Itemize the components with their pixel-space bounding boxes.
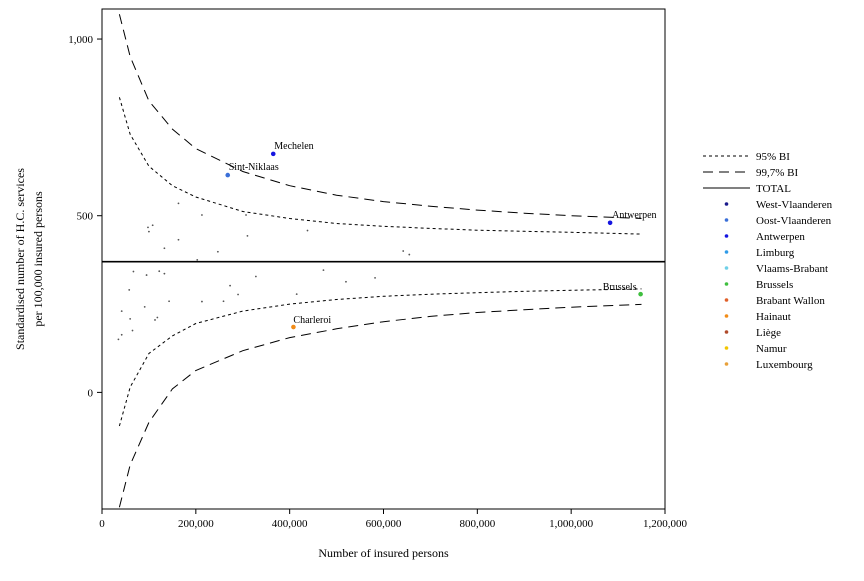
legend-label: Limburg bbox=[756, 247, 795, 259]
x-tick-label: 1,200,000 bbox=[643, 518, 688, 530]
data-point-mechelen bbox=[270, 151, 276, 157]
legend-label: Brussels bbox=[756, 279, 793, 291]
y-tick-label: 0 bbox=[88, 387, 94, 399]
y-tick-label: 500 bbox=[77, 211, 94, 223]
data-point bbox=[322, 269, 325, 272]
data-point bbox=[216, 250, 219, 253]
legend-label: Vlaams-Brabant bbox=[756, 263, 828, 275]
x-axis-title: Number of insured persons bbox=[318, 546, 449, 560]
data-point bbox=[295, 293, 298, 296]
band-997-upper bbox=[118, 14, 642, 219]
data-point bbox=[168, 300, 170, 303]
y-tick-label: 1,000 bbox=[68, 34, 93, 46]
legend-marker bbox=[724, 362, 729, 366]
legend-marker bbox=[724, 202, 729, 206]
legend-label: Hainaut bbox=[756, 311, 791, 323]
legend-marker bbox=[724, 266, 729, 270]
point-label-antwerpen: Antwerpen bbox=[612, 210, 656, 221]
data-point bbox=[237, 293, 239, 296]
data-point bbox=[147, 226, 149, 229]
x-tick-label: 200,000 bbox=[178, 518, 214, 530]
plot-frame bbox=[101, 8, 666, 510]
data-point-charleroi bbox=[291, 324, 296, 330]
data-point bbox=[163, 247, 166, 250]
legend-label: West-Vlaanderen bbox=[756, 199, 833, 211]
data-point bbox=[402, 250, 405, 252]
legend-marker bbox=[724, 346, 729, 350]
legend: 95% BI 99,7% BI TOTAL West-Vlaanderen Oost-V… bbox=[703, 151, 833, 371]
data-point bbox=[246, 234, 249, 237]
legend-label: Luxembourg bbox=[756, 359, 813, 371]
legend-label: Antwerpen bbox=[756, 231, 805, 243]
data-point bbox=[177, 202, 180, 205]
legend-marker bbox=[724, 282, 729, 286]
y-axis-title: Standardised number of H.C. services bbox=[13, 168, 27, 350]
data-point bbox=[374, 277, 376, 279]
data-point bbox=[163, 272, 166, 275]
band-95-lower bbox=[118, 288, 642, 427]
point-label-brussels: Brussels bbox=[603, 282, 637, 293]
legend-marker bbox=[724, 298, 729, 302]
data-point bbox=[345, 280, 347, 283]
x-tick-label: 0 bbox=[99, 518, 105, 530]
legend-marker bbox=[724, 218, 729, 222]
data-point bbox=[222, 300, 225, 303]
x-tick-label: 600,000 bbox=[366, 518, 402, 530]
band-95-upper bbox=[118, 97, 642, 235]
point-label-charleroi: Charleroi bbox=[293, 315, 331, 326]
data-point bbox=[151, 224, 154, 227]
data-point bbox=[158, 270, 161, 273]
legend-label: Liège bbox=[756, 327, 781, 339]
data-point bbox=[254, 275, 257, 278]
data-point bbox=[132, 270, 135, 273]
data-point bbox=[201, 300, 203, 303]
x-tick-label: 1,000,000 bbox=[549, 518, 594, 530]
legend-label: Brabant Wallon bbox=[756, 295, 825, 307]
data-point bbox=[196, 258, 199, 261]
legend-label: Namur bbox=[756, 343, 787, 355]
band-997-lower bbox=[118, 303, 642, 508]
plot-content bbox=[102, 14, 665, 508]
legend-label: Oost-Vlaanderen bbox=[756, 215, 832, 227]
legend-marker bbox=[724, 314, 729, 318]
data-point bbox=[148, 230, 150, 233]
data-point bbox=[131, 329, 134, 332]
point-label-mechelen: Mechelen bbox=[274, 141, 313, 152]
data-point bbox=[128, 289, 131, 291]
x-tick-label: 800,000 bbox=[459, 518, 495, 530]
data-point-sint-niklaas bbox=[225, 172, 231, 178]
plot-area: Mechelen Sint-Niklaas Antwerpen Brussels Cha… bbox=[102, 14, 665, 508]
data-point bbox=[143, 305, 146, 308]
legend-marker bbox=[724, 250, 729, 254]
data-point bbox=[156, 316, 159, 319]
legend-marker bbox=[724, 330, 729, 334]
data-point bbox=[201, 214, 203, 216]
legend-marker bbox=[724, 234, 729, 238]
legend-label: 95% BI bbox=[756, 151, 790, 163]
data-point-brussels bbox=[638, 291, 643, 297]
y-axis-title-line2: per 100,000 insured persons bbox=[31, 191, 45, 327]
data-point bbox=[177, 238, 180, 241]
data-point bbox=[408, 253, 411, 256]
legend-label: 99,7% BI bbox=[756, 167, 799, 179]
data-point bbox=[229, 284, 231, 287]
data-point bbox=[120, 333, 123, 336]
data-point bbox=[117, 338, 120, 341]
data-point bbox=[306, 229, 309, 232]
data-point bbox=[120, 310, 123, 313]
point-label-sint-niklaas: Sint-Niklaas bbox=[229, 162, 279, 173]
data-point bbox=[129, 317, 132, 320]
axes: 0 200,000 400,000 600,000 800,000 1,000,000 1,… bbox=[13, 8, 688, 560]
data-point bbox=[245, 214, 247, 216]
legend-label: TOTAL bbox=[756, 183, 791, 195]
data-point bbox=[154, 319, 156, 321]
data-point bbox=[145, 274, 148, 276]
x-tick-label: 400,000 bbox=[272, 518, 308, 530]
data-point-antwerpen bbox=[607, 220, 613, 226]
